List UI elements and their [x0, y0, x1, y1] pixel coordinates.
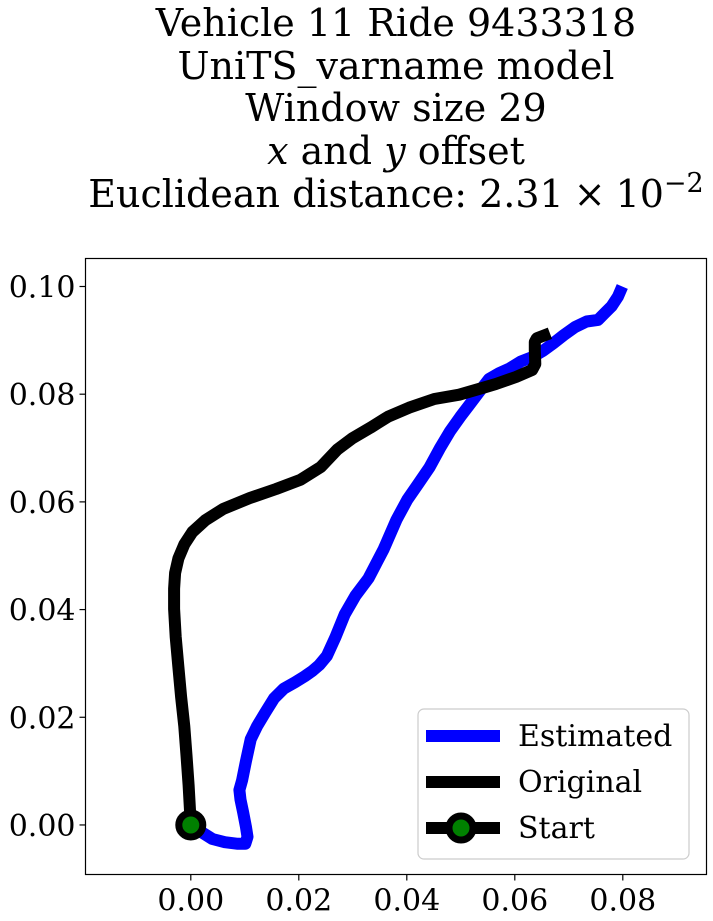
plot-area-frame [84, 257, 708, 876]
title-line-3: Window size 29 [245, 86, 546, 130]
title-y-symbol: y [382, 129, 406, 173]
legend-original-label: Original [518, 765, 642, 800]
estimated-line [187, 284, 628, 850]
y-tick-label: 0.06 [9, 486, 76, 521]
legend-start-marker [445, 812, 477, 844]
x-tick-label: 0.00 [157, 884, 224, 919]
start-point-marker [175, 809, 207, 841]
distance-base: 10 [616, 172, 664, 216]
series-layer [168, 284, 628, 850]
title-line-2: UniTS_varname model [178, 44, 615, 89]
legend-start-label: Start [518, 811, 595, 846]
title-line-5: Euclidean distance: 2.31 × 10−2 [88, 168, 703, 216]
x-tick-label: 0.04 [373, 884, 440, 919]
title-line-4: x and y offset [267, 129, 525, 173]
x-tick-label: 0.02 [265, 884, 332, 919]
y-tick-label: 0.08 [9, 378, 76, 413]
distance-prefix: Euclidean distance: 2.31 [88, 172, 563, 216]
distance-exponent: −2 [664, 168, 704, 199]
title-offset-text: offset [406, 129, 525, 173]
y-tick-label: 0.04 [9, 594, 76, 629]
y-tick-label: 0.00 [9, 809, 76, 844]
title-x-symbol: x [267, 129, 288, 173]
legend: Estimated Original Start [417, 708, 690, 860]
x-tick-label: 0.06 [481, 884, 548, 919]
legend-box [417, 708, 690, 860]
y-tick-label: 0.10 [9, 271, 76, 306]
x-axis: 0.00 0.02 0.04 0.06 0.08 [157, 874, 656, 919]
distance-times: × [574, 172, 606, 216]
original-line [168, 327, 553, 826]
chart-title: Vehicle 11 Ride 9433318 UniTS_varname mo… [88, 1, 703, 216]
legend-estimated-label: Estimated [518, 719, 672, 754]
title-and-text: and [289, 129, 385, 173]
y-axis: 0.00 0.02 0.04 0.06 0.08 0.10 [9, 271, 86, 844]
title-line-1: Vehicle 11 Ride 9433318 [155, 1, 636, 45]
y-tick-label: 0.02 [9, 701, 76, 736]
x-tick-label: 0.08 [589, 884, 656, 919]
